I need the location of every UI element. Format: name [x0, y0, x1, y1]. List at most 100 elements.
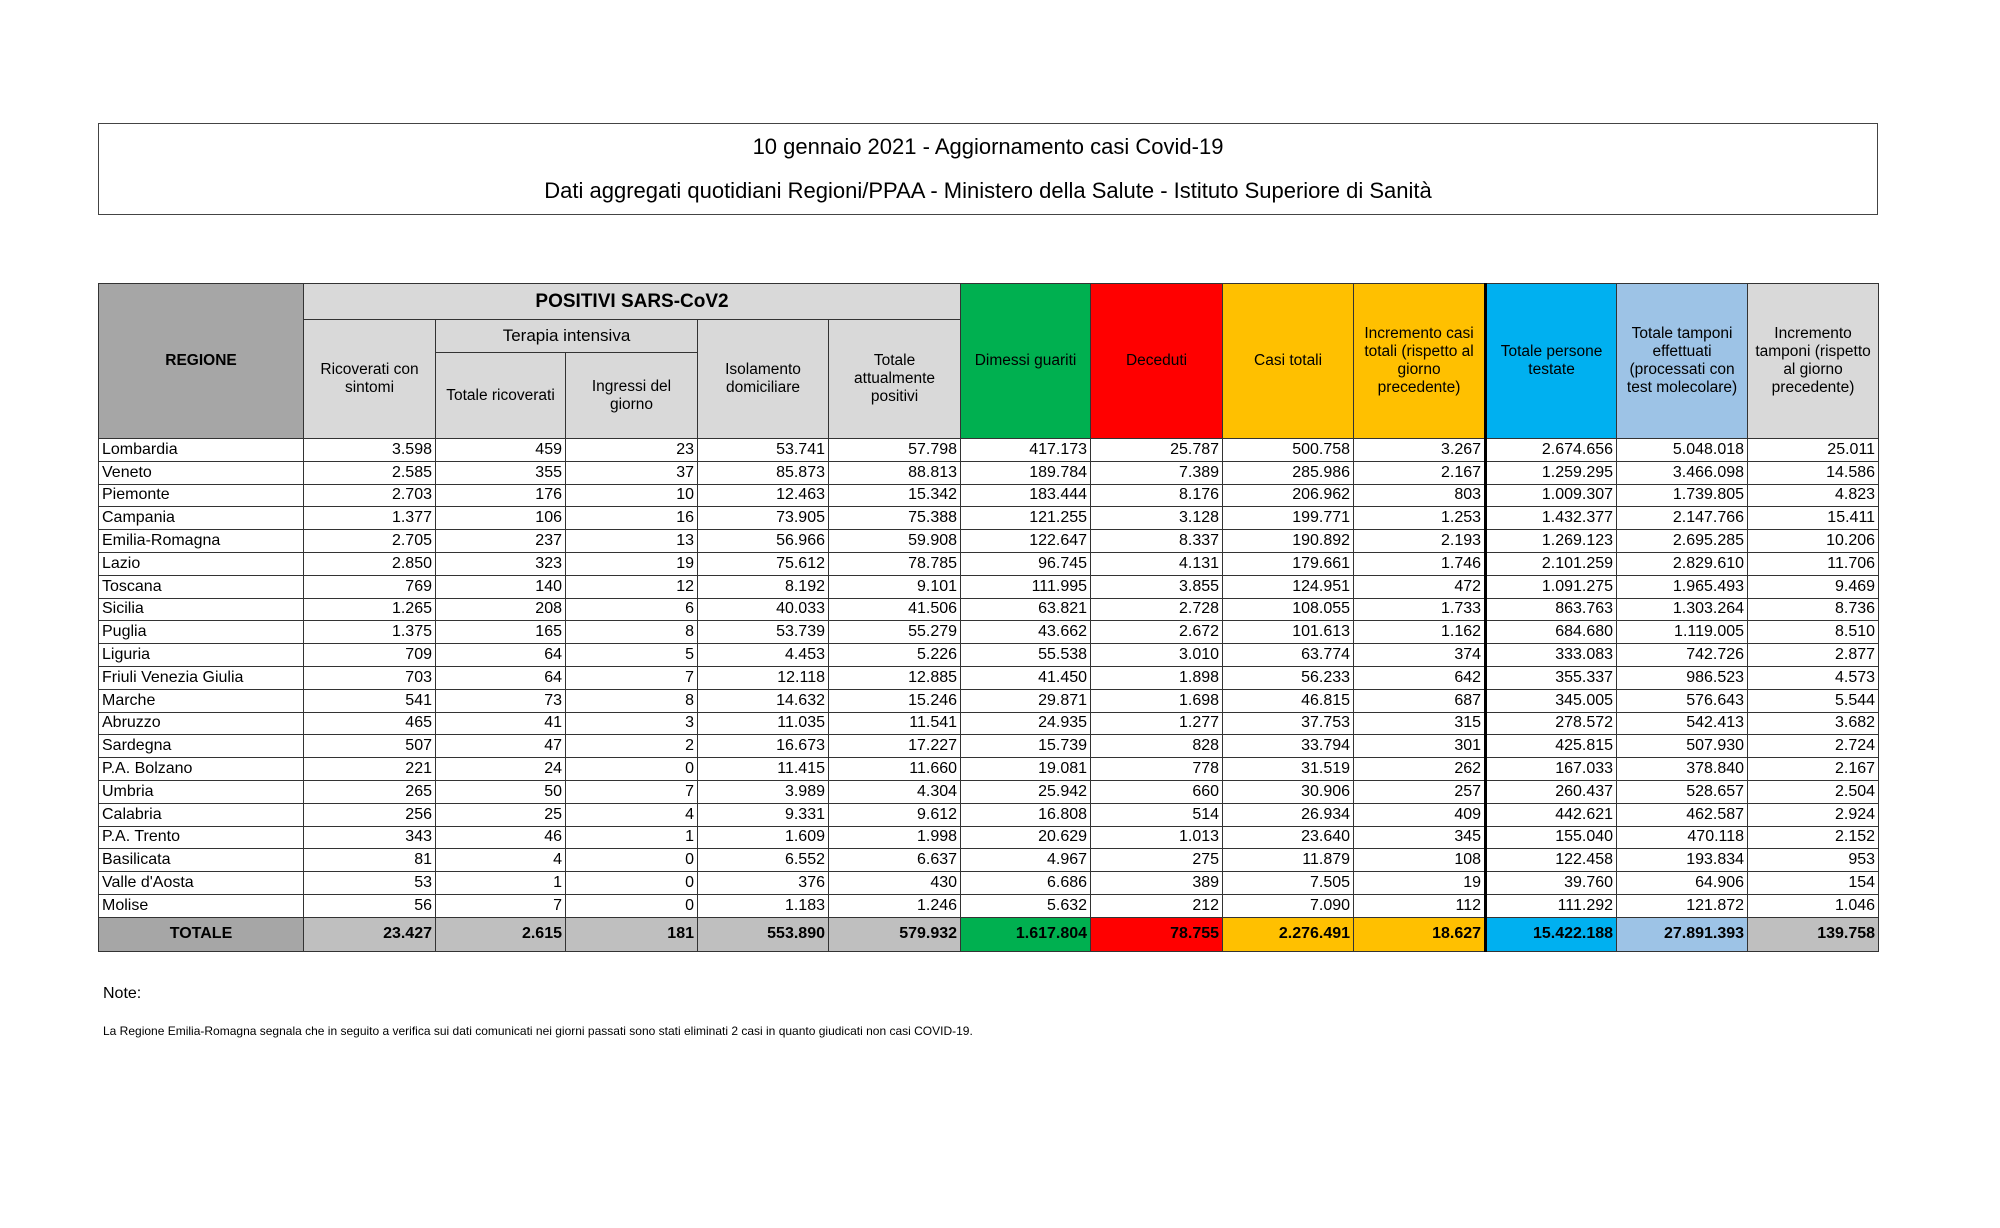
value-cell: 12: [565, 574, 698, 599]
table-row: Umbria 265 50 7 3.989 4.304 25.942 660 30.906 257…: [98, 779, 1880, 804]
value-cell: 8.337: [1090, 529, 1224, 553]
value-cell: 528.657: [1616, 779, 1749, 804]
header-terapia: Terapia intensiva: [435, 319, 698, 353]
value-cell: 2.850: [303, 551, 436, 576]
value-cell: 417.173: [960, 438, 1092, 462]
value-cell: 179.661: [1222, 551, 1355, 576]
value-cell: 8.736: [1747, 597, 1880, 622]
value-cell: 53.741: [697, 438, 829, 462]
value-cell: 500.758: [1222, 438, 1355, 462]
value-cell: 46: [435, 825, 566, 850]
value-cell: 687: [1353, 688, 1487, 713]
value-cell: 0: [565, 893, 698, 918]
value-cell: 262: [1353, 757, 1487, 781]
value-cell: 465: [303, 711, 436, 736]
value-cell: 183.444: [960, 483, 1092, 508]
value-cell: 15.342: [827, 483, 962, 508]
value-cell: 5: [565, 643, 698, 667]
value-cell: 154: [1747, 871, 1880, 895]
value-cell: 41: [435, 711, 566, 736]
header-persone-testate: Totale persone testate: [1484, 283, 1618, 439]
value-cell: 122.647: [960, 529, 1092, 553]
value-cell: 4.967: [960, 848, 1092, 873]
value-cell: 703: [303, 665, 436, 690]
value-cell: 10.206: [1747, 529, 1880, 553]
value-cell: 355: [435, 460, 566, 485]
value-cell: 11.035: [697, 711, 829, 736]
value-cell: 2.101.259: [1484, 551, 1618, 576]
value-cell: 25.787: [1090, 438, 1224, 462]
value-cell: 15.422.188: [1484, 916, 1618, 952]
value-cell: 155.040: [1484, 825, 1618, 850]
value-cell: 11.415: [697, 757, 829, 781]
table-row: Emilia-Romagna 2.705 237 13 56.966 59.908 122.…: [98, 529, 1880, 553]
value-cell: 11.541: [827, 711, 962, 736]
value-cell: 345: [1353, 825, 1487, 850]
table-row: Piemonte 2.703 176 10 12.463 15.342 183.444 8.1…: [98, 483, 1880, 508]
value-cell: 41.450: [960, 665, 1092, 690]
value-cell: 4: [565, 802, 698, 827]
value-cell: 459: [435, 438, 566, 462]
value-cell: 2.724: [1747, 734, 1880, 759]
value-cell: 1.277: [1090, 711, 1224, 736]
value-cell: 3.466.098: [1616, 460, 1749, 485]
value-cell: 73: [435, 688, 566, 713]
value-cell: 430: [827, 871, 962, 895]
header-ingressi: Ingressi del giorno: [565, 352, 698, 439]
value-cell: 75.388: [827, 506, 962, 531]
value-cell: 20.629: [960, 825, 1092, 850]
value-cell: 106: [435, 506, 566, 531]
value-cell: 0: [565, 757, 698, 781]
value-cell: 112: [1353, 893, 1487, 918]
value-cell: 275: [1090, 848, 1224, 873]
value-cell: 442.621: [1484, 802, 1618, 827]
value-cell: 1.746: [1353, 551, 1487, 576]
value-cell: 11.879: [1222, 848, 1355, 873]
value-cell: 2.147.766: [1616, 506, 1749, 531]
value-cell: 8.510: [1747, 620, 1880, 645]
value-cell: 208: [435, 597, 566, 622]
value-cell: 4.304: [827, 779, 962, 804]
value-cell: 1.162: [1353, 620, 1487, 645]
value-cell: 121.872: [1616, 893, 1749, 918]
value-cell: 12.885: [827, 665, 962, 690]
note-label: Note:: [103, 985, 142, 1002]
value-cell: 472: [1353, 574, 1487, 599]
value-cell: 1.091.275: [1484, 574, 1618, 599]
value-cell: 1.617.804: [960, 916, 1092, 952]
value-cell: 122.458: [1484, 848, 1618, 873]
value-cell: 2.152: [1747, 825, 1880, 850]
table-row: Abruzzo 465 41 3 11.035 11.541 24.935 1.277 37.7…: [98, 711, 1880, 736]
table-row: Molise 56 7 0 1.183 1.246 5.632 212 7.090 112 111.…: [98, 893, 1880, 918]
value-cell: 323: [435, 551, 566, 576]
value-cell: 12.118: [697, 665, 829, 690]
value-cell: 803: [1353, 483, 1487, 508]
value-cell: 2.193: [1353, 529, 1487, 553]
value-cell: 1.259.295: [1484, 460, 1618, 485]
region-cell: Puglia: [98, 620, 304, 645]
header-totale-positivi: Totale attualmente positivi: [827, 319, 962, 439]
value-cell: 425.815: [1484, 734, 1618, 759]
value-cell: 257: [1353, 779, 1487, 804]
value-cell: 2.504: [1747, 779, 1880, 804]
value-cell: 9.101: [827, 574, 962, 599]
value-cell: 1.609: [697, 825, 829, 850]
value-cell: 31.519: [1222, 757, 1355, 781]
value-cell: 579.932: [827, 916, 962, 952]
value-cell: 33.794: [1222, 734, 1355, 759]
header-tamponi: Totale tamponi effettuati (processati co…: [1616, 283, 1749, 439]
value-cell: 953: [1747, 848, 1880, 873]
table-row: Basilicata 81 4 0 6.552 6.637 4.967 275 11.879 10…: [98, 848, 1880, 873]
value-cell: 53: [303, 871, 436, 895]
value-cell: 2.167: [1747, 757, 1880, 781]
value-cell: 256: [303, 802, 436, 827]
value-cell: 16.673: [697, 734, 829, 759]
value-cell: 3.855: [1090, 574, 1224, 599]
value-cell: 40.033: [697, 597, 829, 622]
value-cell: 514: [1090, 802, 1224, 827]
value-cell: 85.873: [697, 460, 829, 485]
value-cell: 37.753: [1222, 711, 1355, 736]
value-cell: 43.662: [960, 620, 1092, 645]
value-cell: 139.758: [1747, 916, 1880, 952]
value-cell: 24: [435, 757, 566, 781]
